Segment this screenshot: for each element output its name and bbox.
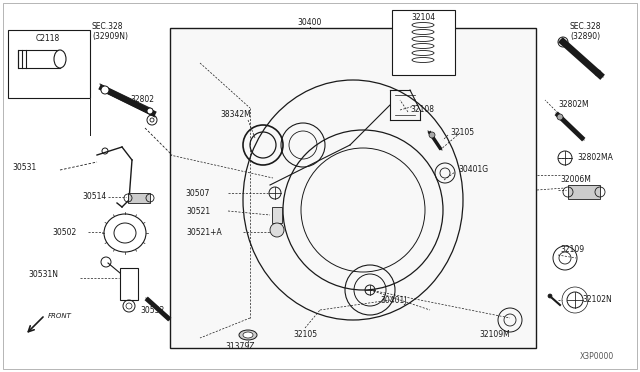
Text: 30521: 30521 — [186, 207, 210, 216]
Bar — [120, 268, 138, 300]
Text: 30507: 30507 — [185, 189, 209, 198]
Text: (32909N): (32909N) — [92, 32, 128, 41]
Ellipse shape — [239, 330, 257, 340]
Text: 32104: 32104 — [411, 13, 435, 22]
Text: 30531: 30531 — [12, 163, 36, 172]
Bar — [568, 185, 600, 199]
Text: 32108: 32108 — [410, 105, 434, 114]
Text: 30514: 30514 — [82, 192, 106, 201]
Text: C2118: C2118 — [36, 34, 60, 43]
Text: X3P0000: X3P0000 — [580, 352, 614, 361]
Text: 32109: 32109 — [560, 245, 584, 254]
Text: 31379Z: 31379Z — [225, 342, 255, 351]
Circle shape — [147, 108, 153, 114]
Text: FRONT: FRONT — [48, 313, 72, 319]
Text: 32006M: 32006M — [560, 175, 591, 184]
Text: 30521+A: 30521+A — [186, 228, 221, 237]
Text: 32802: 32802 — [130, 95, 154, 104]
Circle shape — [101, 86, 109, 94]
Bar — [170, 28, 536, 348]
Text: SEC.328: SEC.328 — [92, 22, 124, 31]
Ellipse shape — [54, 50, 66, 68]
Text: 32105: 32105 — [293, 330, 317, 339]
Bar — [392, 10, 455, 75]
Text: 30532: 30532 — [140, 306, 164, 315]
Bar — [18, 50, 60, 68]
Text: 32802M: 32802M — [558, 100, 589, 109]
Bar — [128, 193, 150, 203]
Circle shape — [548, 294, 552, 298]
Circle shape — [270, 223, 284, 237]
Bar — [8, 30, 90, 98]
Text: 32105: 32105 — [450, 128, 474, 137]
Text: 30401G: 30401G — [458, 165, 488, 174]
Bar — [272, 207, 282, 223]
Text: (32890): (32890) — [570, 32, 600, 41]
Text: 30531N: 30531N — [28, 270, 58, 279]
Ellipse shape — [243, 332, 253, 338]
Text: 30400: 30400 — [298, 18, 322, 27]
Text: 32102N: 32102N — [582, 295, 612, 304]
Text: 30502: 30502 — [52, 228, 76, 237]
Text: 38342M: 38342M — [220, 110, 251, 119]
Circle shape — [557, 114, 563, 120]
Text: 32109M: 32109M — [479, 330, 510, 339]
Text: 32802MA: 32802MA — [577, 153, 613, 162]
Circle shape — [429, 132, 435, 138]
Text: 30401J: 30401J — [380, 296, 406, 305]
Text: SEC.328: SEC.328 — [570, 22, 602, 31]
